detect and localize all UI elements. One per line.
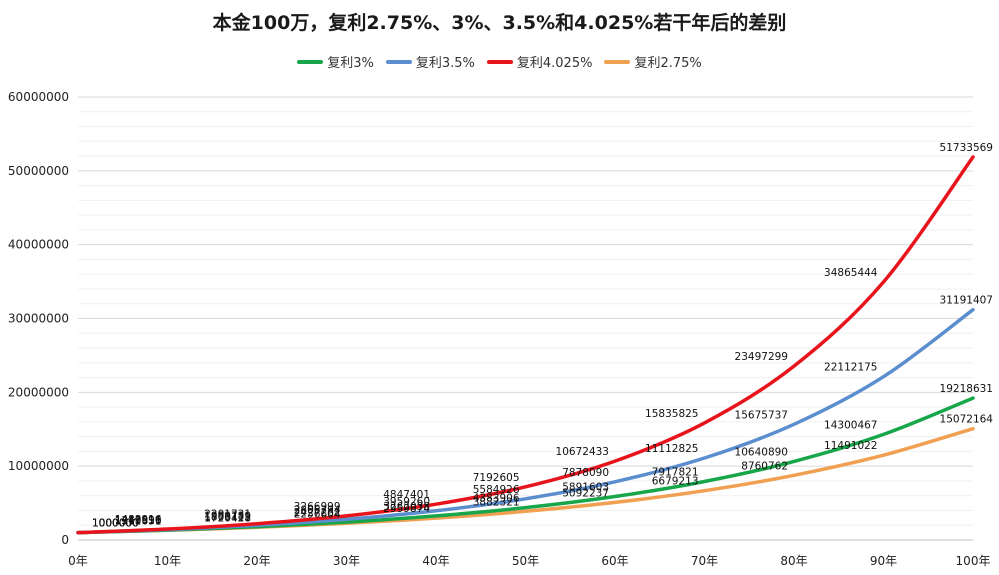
legend-label: 复利3.5% (415, 56, 475, 71)
data-label: 1343916 (115, 515, 162, 527)
data-label: 2427262 (294, 507, 341, 519)
x-tick-label: 90年 (870, 554, 897, 568)
legend-item-series-2: 复利4.025% (486, 52, 593, 71)
data-label: 31191407 (940, 295, 993, 307)
data-label: 19218631 (940, 383, 993, 395)
data-label: 7878090 (562, 467, 609, 479)
legend-swatch (385, 59, 412, 64)
data-label: 2806794 (294, 504, 341, 516)
y-tick-label: 20000000 (8, 385, 69, 399)
x-tick-label: 50年 (512, 554, 539, 568)
data-label: 10672433 (556, 446, 609, 458)
data-label: 10640890 (735, 446, 788, 458)
legend-swatch (486, 59, 513, 64)
data-label: 1720428 (204, 512, 251, 524)
y-tick-label: 60000000 (8, 90, 69, 104)
legend: 复利3% 复利3.5% 复利4.025% 复利2.75% (0, 52, 999, 71)
series-line-2 (76, 155, 975, 535)
data-label: 4383906 (473, 493, 520, 505)
legend-label: 复利2.75% (634, 56, 702, 71)
data-label: 15835825 (645, 408, 698, 420)
y-tick-label: 50000000 (8, 164, 69, 178)
data-label: 1311651 (115, 515, 162, 527)
data-label: 11112825 (645, 443, 698, 455)
x-tick-label: 0年 (68, 554, 88, 568)
data-label: 7192605 (473, 472, 520, 484)
data-label: 34865444 (824, 267, 878, 279)
data-label: 6679213 (652, 476, 699, 488)
data-label: 3266999 (294, 501, 341, 513)
data-label: 1989789 (204, 510, 251, 522)
x-tick-label: 40年 (422, 554, 449, 568)
data-label: 7917821 (652, 467, 699, 479)
legend-swatch (604, 59, 631, 64)
data-label: 15675737 (735, 409, 788, 421)
data-label: 15072164 (940, 414, 994, 426)
data-label: 3959260 (383, 496, 430, 508)
legend-label: 复利3% (327, 56, 374, 71)
x-tick-label: 30年 (333, 554, 360, 568)
data-label: 1000000 (92, 518, 139, 530)
data-label: 2256604 (294, 508, 341, 520)
data-label: 5092237 (562, 487, 609, 499)
x-tick-label: 80年 (780, 554, 807, 568)
data-label: 1000000 (92, 518, 139, 530)
chart-title: 本金100万，复利2.75%、3%、3.5%和4.025%若干年后的差别 (212, 12, 787, 34)
data-label: 1000000 (92, 518, 139, 530)
x-tick-label: 100年 (956, 554, 991, 568)
data-label: 3882321 (473, 496, 520, 508)
data-label: 2201731 (204, 509, 251, 521)
data-label: 22112175 (824, 362, 877, 374)
data-label: 1483916 (115, 514, 162, 526)
x-tick-label: 60年 (601, 554, 628, 568)
data-label: 14300467 (824, 419, 877, 431)
data-label: 3262038 (383, 501, 430, 513)
data-label: 5891603 (562, 482, 609, 494)
data-label: 1410599 (115, 515, 162, 527)
x-tick-label: 20年 (243, 554, 270, 568)
data-label: 5584926 (473, 484, 520, 496)
data-label: 4847401 (383, 489, 430, 501)
legend-item-series-0: 复利3% (297, 52, 374, 71)
legend-label: 复利4.025% (516, 56, 593, 71)
legend-item-series-3: 复利2.75% (604, 52, 702, 71)
data-label: 2959874 (383, 503, 430, 515)
y-tick-label: 10000000 (8, 459, 69, 473)
data-label: 51733569 (940, 142, 993, 154)
data-label: 1000000 (92, 518, 139, 530)
y-tick-label: 0 (61, 533, 69, 547)
data-label: 23497299 (735, 351, 788, 363)
y-tick-label: 30000000 (8, 312, 69, 326)
x-tick-label: 10年 (154, 554, 181, 568)
legend-item-series-1: 复利3.5% (385, 52, 475, 71)
data-label: 11491022 (824, 440, 877, 452)
x-tick-label: 70年 (691, 554, 718, 568)
data-label: 1806111 (204, 512, 251, 524)
legend-swatch (297, 59, 324, 64)
data-label: 8760762 (741, 460, 788, 472)
y-tick-label: 40000000 (8, 238, 69, 252)
